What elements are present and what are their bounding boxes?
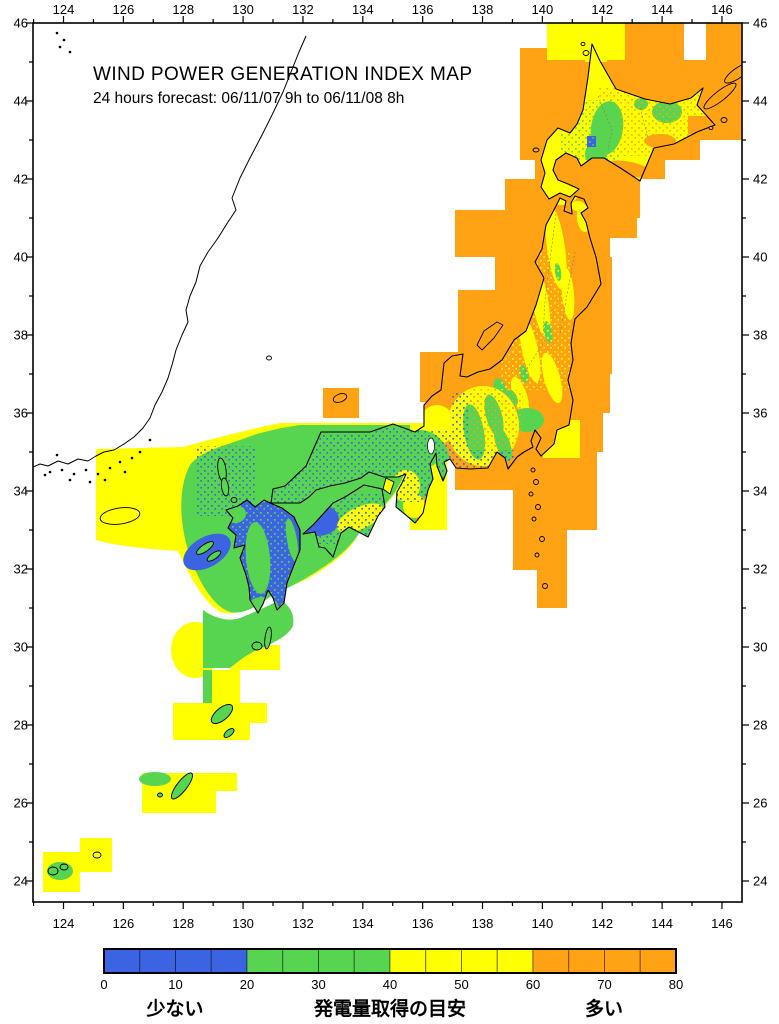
svg-text:80: 80 — [669, 977, 683, 992]
svg-text:32: 32 — [753, 562, 767, 577]
svg-text:140: 140 — [532, 916, 554, 931]
svg-text:42: 42 — [753, 172, 767, 187]
legend-label-high: 多い — [584, 999, 624, 1020]
svg-text:124: 124 — [53, 2, 75, 17]
svg-text:142: 142 — [591, 2, 613, 17]
svg-text:46: 46 — [14, 16, 28, 31]
island-coastlines — [47, 41, 742, 876]
svg-text:130: 130 — [232, 916, 254, 931]
svg-text:28: 28 — [14, 718, 28, 733]
svg-text:38: 38 — [753, 328, 767, 343]
boundary-lines — [519, 95, 649, 381]
svg-text:142: 142 — [591, 916, 613, 931]
map-title: WIND POWER GENERATION INDEX MAP — [93, 64, 473, 85]
map-colored-cells — [33, 23, 742, 892]
svg-text:134: 134 — [352, 916, 374, 931]
svg-text:46: 46 — [753, 16, 767, 31]
svg-text:70: 70 — [597, 977, 611, 992]
svg-text:130: 130 — [232, 2, 254, 17]
svg-text:32: 32 — [14, 562, 28, 577]
svg-text:60: 60 — [526, 977, 540, 992]
svg-text:26: 26 — [14, 796, 28, 811]
map-frame — [32, 22, 743, 903]
svg-text:144: 144 — [651, 2, 673, 17]
svg-text:34: 34 — [753, 484, 767, 499]
svg-text:30: 30 — [311, 977, 325, 992]
svg-text:36: 36 — [14, 406, 28, 421]
svg-text:146: 146 — [711, 916, 733, 931]
map-subtitle: 24 hours forecast: 06/11/07 9h to 06/11/… — [93, 90, 405, 107]
svg-text:138: 138 — [472, 2, 494, 17]
svg-text:50: 50 — [454, 977, 468, 992]
svg-text:20: 20 — [240, 977, 254, 992]
svg-text:30: 30 — [14, 640, 28, 655]
svg-text:136: 136 — [412, 2, 434, 17]
svg-text:30: 30 — [753, 640, 767, 655]
svg-text:44: 44 — [14, 94, 28, 109]
svg-text:132: 132 — [292, 916, 314, 931]
svg-text:128: 128 — [172, 2, 194, 17]
svg-text:36: 36 — [753, 406, 767, 421]
svg-text:128: 128 — [172, 916, 194, 931]
svg-text:24: 24 — [14, 874, 28, 889]
svg-text:134: 134 — [352, 2, 374, 17]
svg-text:40: 40 — [14, 250, 28, 265]
svg-text:34: 34 — [14, 484, 28, 499]
svg-text:26: 26 — [753, 796, 767, 811]
svg-text:24: 24 — [753, 874, 767, 889]
svg-text:144: 144 — [651, 916, 673, 931]
svg-text:40: 40 — [383, 977, 397, 992]
svg-text:126: 126 — [113, 916, 135, 931]
svg-text:138: 138 — [472, 916, 494, 931]
legend-colorbar: 0 10 20 30 40 50 60 70 80 — [100, 948, 683, 992]
svg-text:0: 0 — [100, 977, 107, 992]
svg-text:146: 146 — [711, 2, 733, 17]
svg-text:132: 132 — [292, 2, 314, 17]
svg-text:10: 10 — [168, 977, 182, 992]
svg-text:38: 38 — [14, 328, 28, 343]
svg-text:126: 126 — [113, 2, 135, 17]
svg-text:40: 40 — [753, 250, 767, 265]
continent-coastline — [33, 31, 307, 484]
svg-text:44: 44 — [753, 94, 767, 109]
svg-text:136: 136 — [412, 916, 434, 931]
legend-label-mid: 発電量取得の目安 — [313, 999, 467, 1020]
svg-text:124: 124 — [53, 916, 75, 931]
svg-text:140: 140 — [532, 2, 554, 17]
svg-text:28: 28 — [753, 718, 767, 733]
axis-ticks — [26, 16, 749, 909]
svg-text:42: 42 — [14, 172, 28, 187]
legend-label-low: 少ない — [146, 999, 204, 1020]
